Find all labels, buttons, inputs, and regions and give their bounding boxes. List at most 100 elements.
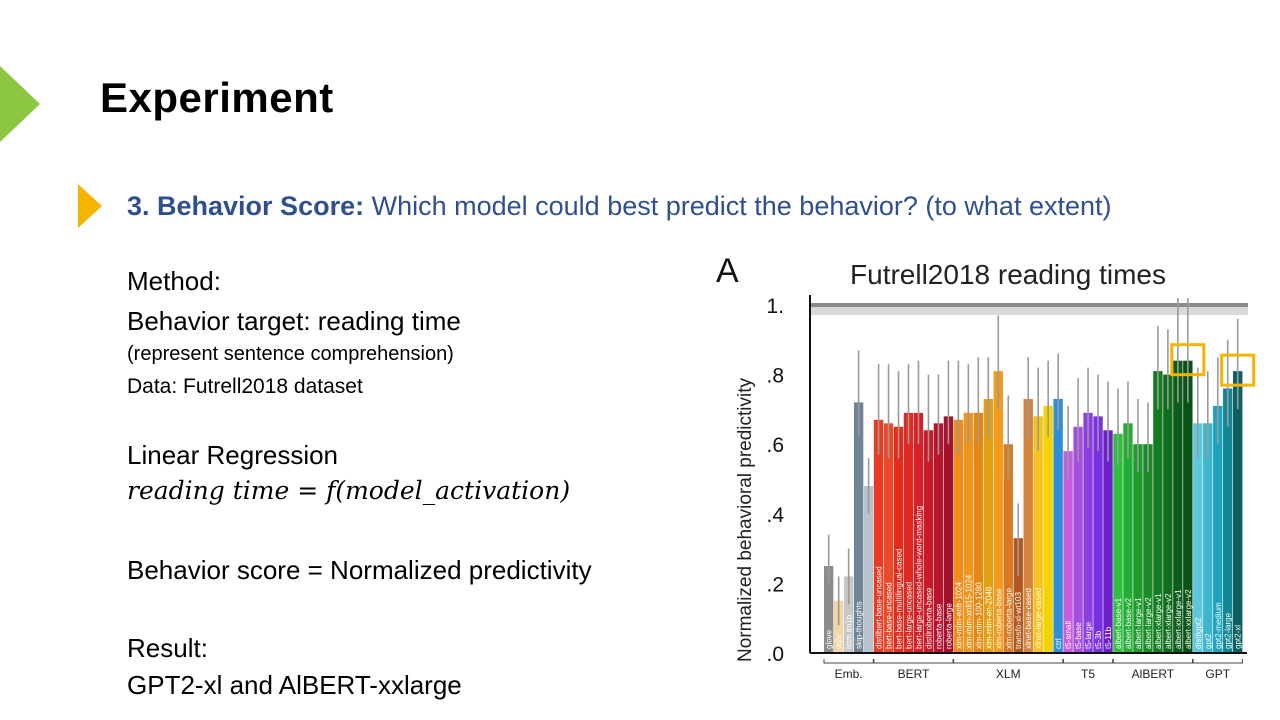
bar-label: t5-base [1074,622,1083,649]
highlight-boxes [1170,343,1256,387]
bar-label: distilbert-base-uncased [875,566,884,649]
group-labels: Emb. BERT XLM T5 AlBERT GPT [823,659,1243,681]
result-label: Result: [127,633,208,663]
group-label: BERT [898,667,930,681]
bar-t5-small [1063,451,1073,653]
bar-label: xlnet-base-cased [1024,588,1033,649]
bar-bert-large-uncased-whole-word-masking [913,412,924,653]
bar-xlm-roberta-large [1003,444,1013,653]
bar-label: t5-large [1084,621,1093,649]
y-tick-label: .0 [766,643,784,666]
bar-gpt2-medium [1213,405,1223,653]
bar-label: gpt2-medium [1214,602,1223,649]
bar-label: glove [825,629,834,649]
green-arrow-decoration [0,66,40,142]
y-tick-labels: .0 .2 .4 .6 .8 1. [766,295,784,666]
bar-bert-large-uncased [903,412,914,653]
bar-label: xlm-mlm-xnli15-1024 [964,574,973,649]
slide-title: Experiment [100,74,334,121]
bar-gpt2-large [1223,388,1233,653]
bullet-arrow-icon [78,184,102,228]
represent-note: (represent sentence comprehension) [127,343,454,365]
bar-label: t5-small [1064,621,1073,649]
bar-label: xlm-mlm-enfr-1024 [954,581,963,649]
futrell2018-chart: A Futrell2018 reading times Normalized b… [716,252,1256,681]
bar-label: bert-large-uncased-whole-word-masking [914,506,923,649]
bar-albert-large-v1 [1133,444,1143,653]
bar-albert-large-v2 [1143,444,1153,653]
bar-gpt2 [1203,423,1213,653]
bar-w2v [833,600,844,653]
result-value: GPT2-xl and AlBERT-xxlarge [127,670,462,700]
highlight-box-gpt2-xl [1220,353,1256,387]
regression-formula: reading time = f(model_activation) [127,476,571,505]
bar-label: bert-base-uncased [885,582,894,649]
group-bracket [1062,659,1114,664]
bar-skip-thoughts [853,402,864,653]
y-tick-label: .2 [766,573,784,596]
bar-label: ctrl [1054,638,1063,649]
bar-label: xlm-roberta-large [1004,588,1013,649]
bar-label: gpt2 [1204,633,1213,649]
bar-distilbert-base-uncased [873,419,884,653]
bar-t5-base [1073,426,1083,653]
y-tick-label: .4 [766,504,784,527]
group-bracket [1192,659,1243,664]
bar-roberta-large [943,416,954,653]
linear-regression-label: Linear Regression [127,440,339,470]
bar-label: roberta-base [934,603,943,649]
data-line: Data: Futrell2018 dataset [127,375,363,399]
y-tick-label: .6 [766,434,784,457]
bar-xlm-roberta-base [993,371,1003,653]
bar-xlm-mlm-xnli15-1024 [963,412,974,653]
bar-label: albert-base-v2 [1124,597,1133,649]
bar-label: gpt2-large [1224,612,1233,649]
bar-albert-xxlarge-v1 [1173,360,1183,653]
bar-xlm-mlm-en-2048 [983,398,993,653]
y-tick-label: 1. [766,295,784,318]
bar-xlnet-large-cased [1033,416,1043,653]
bar-label: t5-3b [1094,630,1103,649]
bar-label: lstm lm1b [845,614,854,649]
group-label: T5 [1081,667,1095,681]
bar-label: albert-large-v2 [1144,597,1153,649]
bar-lstm lm1b [843,576,854,653]
bar-label: xlm-roberta-base [994,588,1003,649]
bar-albert-base-v2 [1123,423,1133,653]
bar-label: w2v [835,635,844,650]
bar-albert-xlarge-v1 [1153,371,1163,653]
y-tick-label: .8 [766,365,784,388]
bar-distilgpt2 [1193,423,1203,653]
method-label: Method: [127,266,221,296]
behavior-target: Behavior target: reading time [127,306,461,336]
bar-label: distilgpt2 [1194,617,1203,649]
group-bracket [823,659,874,664]
group-bracket [953,659,1064,664]
bar-gpt2-xl [1233,371,1243,653]
bar-label: xlm-mlm-en-2048 [984,586,993,649]
bars-layer: glove w2v lstm lm1b skip-thoughts distilbert… [824,298,1243,653]
bar-bert-base-multilingual-cased [893,426,904,653]
bar-label: roberta-large [944,603,953,649]
bar-glove [824,566,834,653]
bar-xlm-mlm-100-1280 [973,412,984,653]
question-rest: Which model could best predict the behav… [364,191,1112,221]
question-bold: 3. Behavior Score: [127,191,365,221]
question-text: 3. Behavior Score: Which model could bes… [127,188,1157,224]
bar-xlnet-base-cased [1023,398,1033,653]
y-axis-label: Normalized behavioral predictivity [735,377,756,662]
bar-unlabeled [863,485,874,653]
group-label: Emb. [835,667,863,681]
group-label: XLM [996,667,1021,681]
bar-ctrl [1053,398,1063,653]
behavior-score-def: Behavior score = Normalized predictivity [127,555,592,585]
bar-label: albert-xlarge-v2 [1164,593,1173,649]
bar-label: albert-xxlarge-v1 [1174,589,1183,649]
bar-transfo-xl-wt103 [1013,538,1023,653]
bar-bert-base-uncased [883,423,894,653]
bar-t5-11b [1103,430,1113,653]
bar-label: albert-large-v1 [1134,597,1143,649]
bar-roberta-base [933,423,944,653]
data-value: Futrell2018 dataset [177,375,363,398]
bar-label: bert-base-multilingual-cased [895,549,904,650]
